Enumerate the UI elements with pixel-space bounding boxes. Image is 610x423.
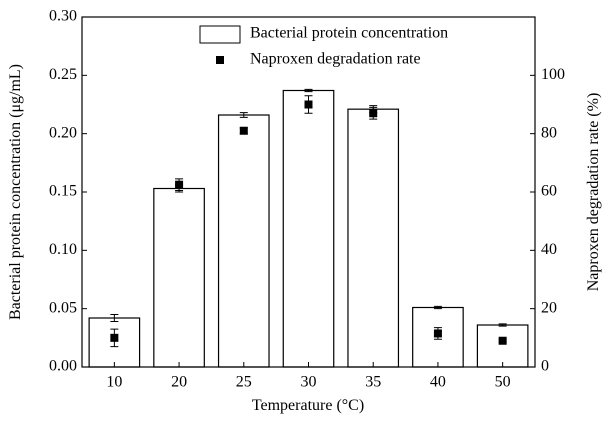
y2-tick-label: 40 [541, 241, 557, 258]
x-tick-label: 10 [106, 374, 122, 391]
bar [153, 187, 205, 368]
x-tick-label: 50 [495, 374, 511, 391]
legend-label: Naproxen degradation rate [250, 51, 421, 68]
y2-tick-label: 0 [541, 358, 549, 375]
point [304, 100, 313, 109]
bar [476, 324, 529, 368]
error-bar [304, 88, 313, 93]
error-bar [498, 323, 507, 327]
y2-tick-label: 60 [541, 183, 557, 200]
error-bar [433, 305, 442, 310]
y-tick-label: 0.00 [49, 358, 77, 375]
y-tick-label: 0.10 [49, 241, 77, 258]
y-tick-label: 0.20 [49, 124, 77, 141]
error-bar [239, 112, 248, 118]
bar [217, 114, 270, 368]
y2-axis-label: Naproxen degradation rate (%) [585, 93, 602, 292]
y-tick-label: 0.05 [49, 299, 77, 316]
x-tick-label: 30 [301, 374, 317, 391]
x-axis-label: Temperature (°C) [252, 397, 364, 414]
y2-tick-label: 80 [541, 124, 557, 141]
y-tick-label: 0.25 [49, 66, 77, 83]
y2-tick-label: 20 [541, 299, 557, 316]
y2-tick-label: 100 [541, 66, 565, 83]
y-axis-label: Bacterial protein concentration (μg/mL) [7, 64, 24, 320]
bar [282, 89, 335, 368]
point [110, 333, 119, 342]
point [433, 329, 442, 338]
point [369, 109, 378, 118]
point [498, 336, 507, 345]
point [239, 126, 248, 135]
legend-label: Bacterial protein concentration [250, 25, 448, 42]
x-tick-label: 20 [171, 374, 187, 391]
x-tick-label: 25 [236, 374, 252, 391]
x-tick-label: 40 [430, 374, 446, 391]
y-tick-label: 0.30 [49, 8, 77, 25]
legend-swatch [199, 25, 241, 44]
error-bar [110, 314, 119, 322]
legend-swatch [216, 56, 224, 64]
point [175, 180, 184, 189]
x-tick-label: 35 [365, 374, 381, 391]
bar [347, 108, 400, 368]
y-tick-label: 0.15 [49, 183, 77, 200]
